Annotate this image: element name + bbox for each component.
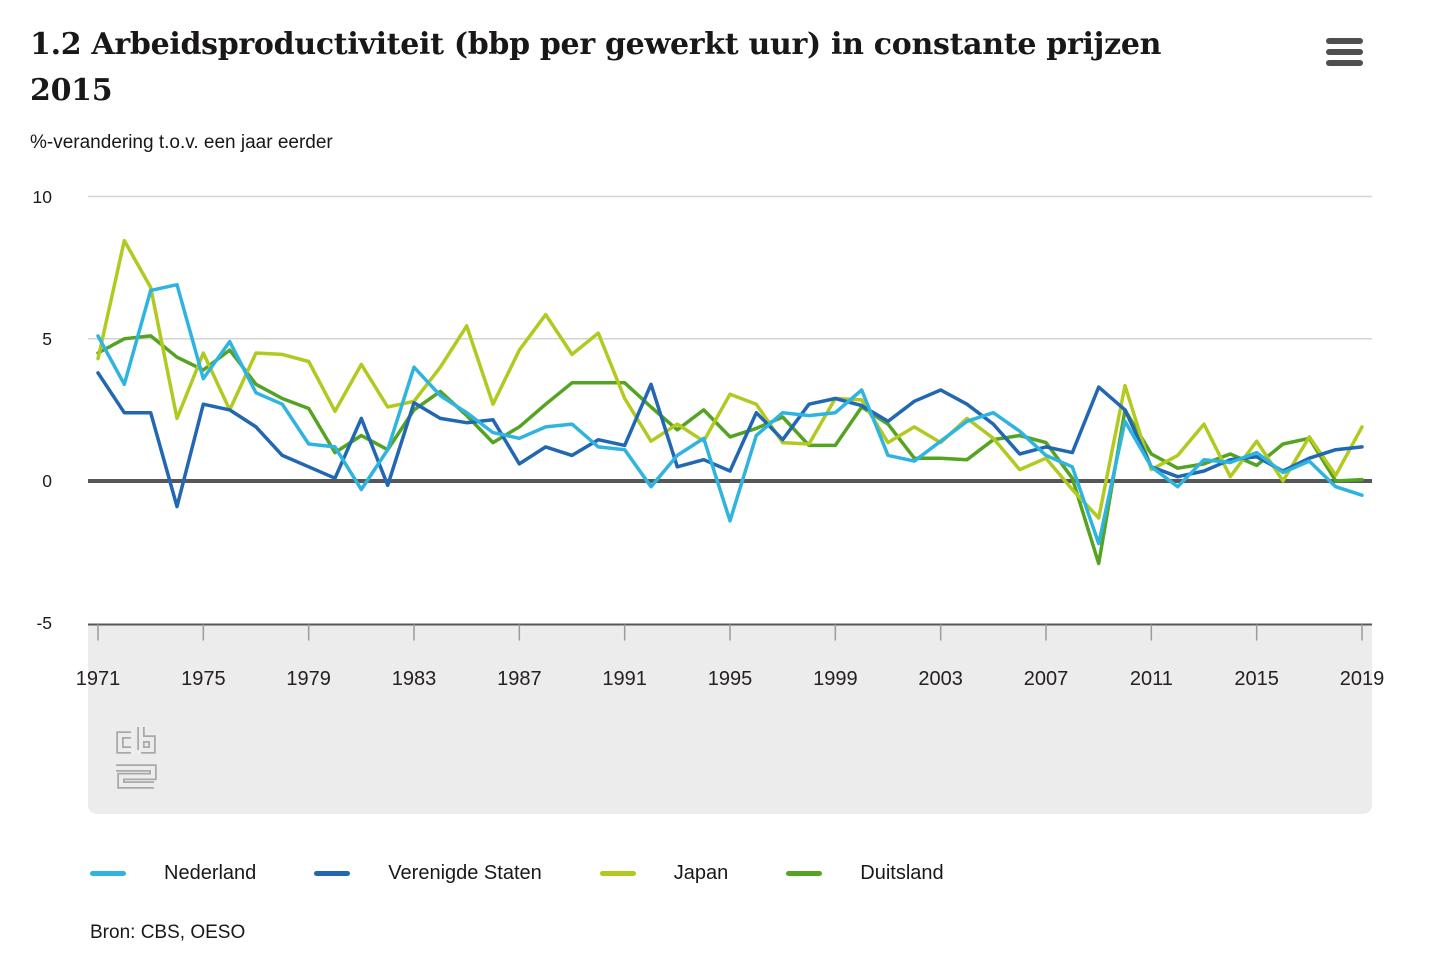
source-note: Bron: CBS, OESO bbox=[90, 922, 246, 943]
x-tick-label-1991: 1991 bbox=[602, 668, 647, 690]
x-tick-label-2011: 2011 bbox=[1129, 668, 1173, 690]
gridlines bbox=[88, 195, 1372, 626]
legend-label-japan: Japan bbox=[673, 862, 729, 884]
menu-button[interactable] bbox=[1320, 30, 1370, 74]
legend-label-duitsland: Duitsland bbox=[860, 862, 944, 884]
x-tick-label-1975: 1975 bbox=[181, 668, 226, 690]
y-tick-label-5: 5 bbox=[42, 328, 52, 349]
cbs-logo bbox=[116, 727, 157, 789]
x-tick-label-2007: 2007 bbox=[1023, 668, 1069, 690]
series-line-japan bbox=[96, 238, 1364, 520]
legend-label-nederland: Nederland bbox=[164, 862, 257, 884]
x-tick-label-2003: 2003 bbox=[918, 668, 963, 690]
legend-item-nederland: Nederland bbox=[90, 862, 256, 885]
x-tick-label-2019: 2019 bbox=[1339, 668, 1385, 690]
hamburger-bar bbox=[1326, 38, 1363, 44]
hamburger-bar bbox=[1326, 49, 1363, 55]
x-tick-label-1971: 1971 bbox=[75, 668, 121, 690]
hamburger-menu-icon bbox=[1326, 38, 1364, 66]
legend-item-verenigde-staten: Verenigde Staten bbox=[314, 862, 542, 885]
y-tick-label--5: -5 bbox=[36, 613, 52, 634]
legend-label-verenigde-staten: Verenigde Staten bbox=[388, 862, 542, 884]
axis-ticks bbox=[97, 624, 1363, 641]
x-tick-label-1987: 1987 bbox=[497, 668, 542, 690]
legend-item-japan: Japan bbox=[599, 862, 729, 885]
y-tick-label-0: 0 bbox=[42, 471, 52, 491]
x-tick-label-1999: 1999 bbox=[813, 668, 858, 690]
chart-subtitle: %-verandering t.o.v. een jaar eerder bbox=[30, 132, 333, 153]
x-tick-label-1995: 1995 bbox=[707, 668, 753, 690]
legend-swatch-verenigde-staten bbox=[314, 871, 351, 876]
legend-swatch-duitsland bbox=[786, 871, 823, 876]
legend-swatch-nederland bbox=[90, 871, 126, 876]
x-tick-label-1983: 1983 bbox=[391, 668, 437, 690]
series-line-nederland bbox=[96, 282, 1364, 546]
chart-title: 1.2 Arbeidsproductiviteit (bbp per gewer… bbox=[30, 27, 1162, 108]
y-tick-label-10: 10 bbox=[32, 186, 52, 207]
x-tick-label-1979: 1979 bbox=[286, 668, 331, 690]
legend-swatch-japan bbox=[599, 871, 636, 876]
series-lines bbox=[96, 238, 1364, 566]
x-tick-label-2015: 2015 bbox=[1234, 668, 1279, 690]
hamburger-bar bbox=[1326, 60, 1363, 66]
legend: Nederland Verenigde Staten Japan Duitsland bbox=[90, 862, 944, 885]
axis-band bbox=[88, 625, 1372, 814]
legend-item-duitsland: Duitsland bbox=[786, 862, 944, 885]
series-line-duitsland bbox=[96, 334, 1364, 566]
